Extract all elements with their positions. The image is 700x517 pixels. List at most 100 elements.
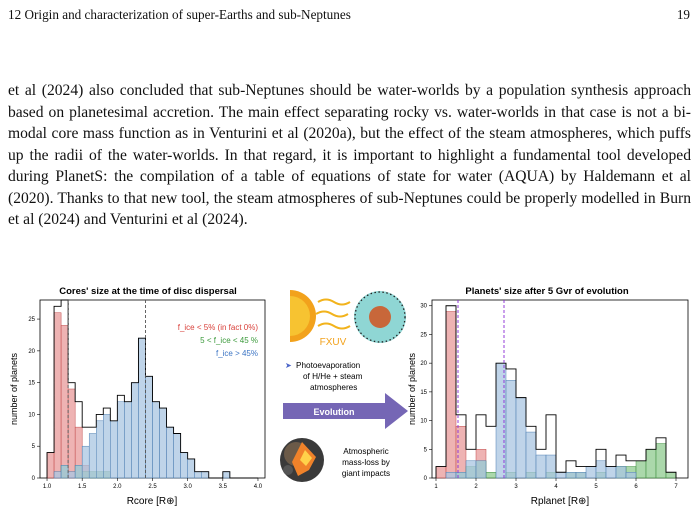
right-ytick-label: 0	[424, 476, 428, 482]
right-chart: Planets' size after 5 Gvr of evolution 1…	[407, 286, 689, 507]
schematic: FXUV ➤ Photoevaporation of H/He + steam …	[280, 290, 408, 482]
right-xtick-label: 2	[474, 484, 478, 490]
left-bar-blue	[145, 376, 153, 479]
left-chart: Cores' size at the time of disc dispersa…	[9, 286, 266, 507]
evolution-arrow-icon	[283, 393, 408, 429]
right-ytick-label: 5	[424, 447, 428, 453]
massloss-line-2: mass-loss by	[342, 458, 391, 467]
left-bar-blue	[194, 471, 202, 479]
right-bar-blue	[605, 466, 617, 479]
left-xtick-label: 1.0	[43, 484, 52, 490]
right-total-outline	[435, 305, 677, 478]
left-bar-blue	[103, 414, 111, 479]
right-bar-blue	[505, 380, 517, 479]
right-chart-title: Planets' size after 5 Gvr of evolution	[465, 286, 628, 297]
right-bar-blue	[595, 460, 607, 479]
body-paragraph: et al (2024) also concluded that sub-Nep…	[8, 80, 691, 231]
figure: Cores' size at the time of disc dispersa…	[0, 282, 700, 512]
left-bar-blue	[201, 471, 209, 479]
left-bar-blue	[138, 337, 146, 479]
left-xtick-label: 2.0	[113, 484, 122, 490]
fxuv-label: FXUV	[320, 337, 347, 348]
left-bar-blue	[152, 401, 160, 479]
right-bar-green	[645, 449, 657, 479]
right-ytick-label: 30	[420, 304, 427, 310]
left-bar-blue	[124, 401, 132, 479]
left-bar-blue	[81, 445, 90, 479]
running-header: 12 Origin and characterization of super-…	[8, 7, 690, 25]
left-chart-title: Cores' size at the time of disc dispersa…	[59, 286, 237, 297]
left-xtick-label: 1.5	[78, 484, 87, 490]
right-xtick-label: 5	[594, 484, 598, 490]
left-bar-blue	[96, 420, 104, 479]
left-ytick-label: 15	[28, 381, 35, 387]
left-bar-blue	[67, 471, 76, 479]
left-bar-blue	[60, 465, 69, 479]
left-bar-red	[53, 312, 62, 479]
right-bar-blue	[465, 460, 477, 479]
right-bar-blue	[545, 454, 557, 479]
left-bar-blue	[173, 433, 181, 479]
left-bar-blue	[187, 458, 195, 479]
left-bar-red	[46, 452, 55, 479]
bullet-arrow-icon: ➤	[285, 361, 292, 370]
header-title: 12 Origin and characterization of super-…	[8, 7, 351, 22]
right-axes: 1 2 3 4 5 6 7 0 5 10 15 20 25 30	[420, 300, 678, 490]
left-xlabel: Rcore [R⊕]	[127, 496, 178, 507]
right-bar-blue	[455, 472, 467, 479]
evolution-label: Evolution	[314, 407, 355, 417]
right-bar-red	[455, 426, 467, 479]
left-bar-blue	[110, 420, 118, 479]
right-bar-blue	[495, 362, 507, 479]
right-ytick-label: 15	[420, 390, 427, 396]
right-bar-green	[635, 460, 647, 479]
left-bar-blue	[53, 471, 62, 479]
left-xtick-label: 2.5	[148, 484, 157, 490]
right-bar-red	[435, 466, 447, 479]
right-bar-green	[655, 443, 667, 479]
left-ytick-label: 10	[28, 412, 35, 418]
photoevap-line-3: atmospheres	[310, 383, 357, 392]
right-bar-blue	[475, 460, 487, 479]
left-xtick-label: 3.5	[219, 484, 228, 490]
left-bar-blue	[166, 426, 174, 479]
right-ytick-label: 25	[420, 332, 427, 338]
right-xtick-label: 6	[634, 484, 638, 490]
right-bar-green	[485, 472, 497, 479]
left-ytick-label: 5	[32, 444, 36, 450]
left-bar-blue	[222, 471, 231, 479]
left-ytick-label: 0	[32, 476, 36, 482]
right-bar-blue	[585, 466, 597, 479]
left-bar-red	[60, 325, 69, 479]
left-axes: 1.0 1.5 2.0 2.5 3.0 3.5 4.0 0 5 10 15 20 25	[28, 300, 263, 490]
right-xtick-label: 1	[434, 484, 438, 490]
right-bar-blue	[445, 472, 457, 479]
photoevap-line-2: of H/He + steam	[303, 372, 363, 381]
left-bar-blue	[117, 401, 125, 479]
left-xtick-label: 3.0	[183, 484, 192, 490]
legend-green: 5 < f_ice < 45 %	[200, 336, 258, 345]
right-bar-blue	[615, 466, 627, 479]
left-ylabel: number of planets	[9, 352, 19, 425]
left-bar-blue	[180, 452, 188, 479]
left-bar-red	[67, 388, 76, 479]
paragraph-text: et al (2024) also concluded that sub-Nep…	[8, 82, 691, 228]
left-total-outline	[46, 299, 258, 479]
left-bar-blue	[74, 465, 83, 479]
left-ytick-label: 20	[28, 349, 35, 355]
photoevap-line-1: Photoevaporation	[296, 361, 361, 370]
right-ytick-label: 20	[420, 361, 427, 367]
right-xtick-label: 7	[674, 484, 678, 490]
planet-icon	[354, 291, 406, 343]
right-ytick-label: 10	[420, 419, 427, 425]
right-bar-red	[445, 311, 457, 479]
right-xtick-label: 3	[514, 484, 518, 490]
left-bar-blue	[131, 382, 139, 479]
right-bar-blue	[515, 397, 527, 479]
left-xtick-label: 4.0	[254, 484, 263, 490]
right-bar-blue	[565, 472, 577, 479]
right-xtick-label: 4	[554, 484, 558, 490]
right-bars	[435, 305, 677, 479]
left-bar-blue	[88, 433, 97, 479]
xuv-rays-icon	[315, 298, 351, 330]
